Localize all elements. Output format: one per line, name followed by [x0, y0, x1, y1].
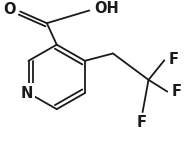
Text: F: F	[168, 52, 178, 67]
Text: OH: OH	[94, 1, 119, 16]
Text: N: N	[20, 85, 33, 100]
Text: F: F	[137, 115, 147, 130]
Text: F: F	[171, 84, 181, 99]
Text: O: O	[3, 2, 15, 17]
